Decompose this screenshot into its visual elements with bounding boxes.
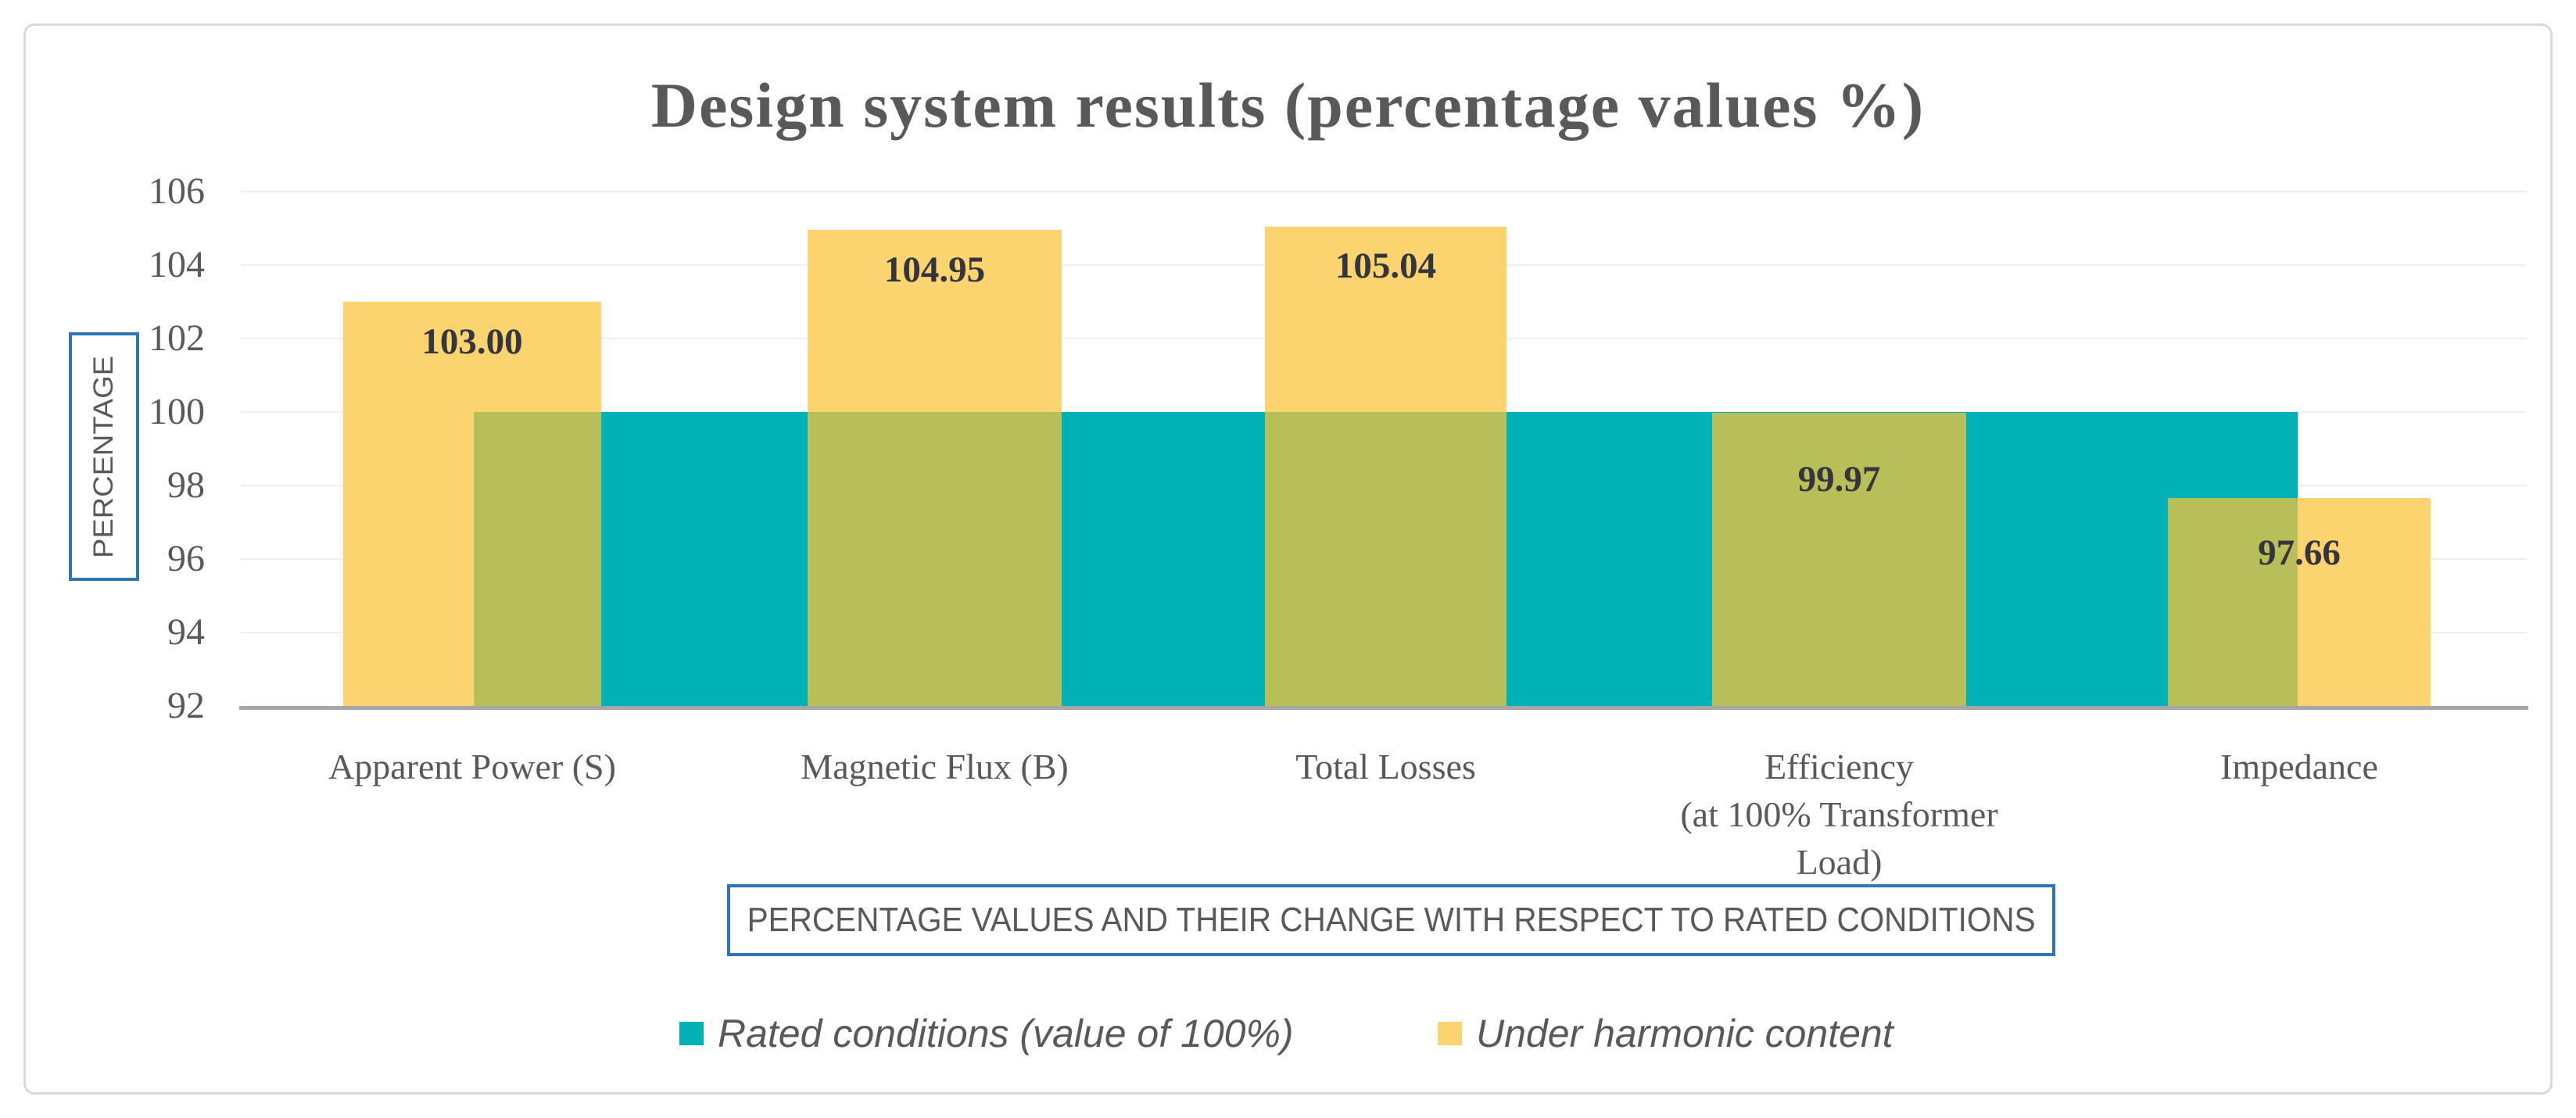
category-label: Magnetic Flux (B) xyxy=(801,747,1069,787)
y-axis-title: PERCENTAGE xyxy=(88,355,119,558)
y-tick-label: 94 xyxy=(167,611,205,653)
legend-label-under-harmonic: Under harmonic content xyxy=(1476,1012,1893,1055)
x-axis-title: PERCENTAGE VALUES AND THEIR CHANGE WITH … xyxy=(747,901,2036,939)
y-axis-title-box: PERCENTAGE xyxy=(69,332,139,581)
y-tick-label: 100 xyxy=(149,391,205,432)
legend-swatch-under-harmonic-icon xyxy=(1438,1022,1462,1045)
y-tick-label: 96 xyxy=(167,538,205,579)
data-label: 99.97 xyxy=(1797,459,1881,500)
y-tick-label: 98 xyxy=(167,464,205,506)
bar-overlap-region xyxy=(1265,412,1507,706)
bar-overlap-region xyxy=(474,412,601,706)
data-label: 97.66 xyxy=(2258,532,2341,573)
y-tick-label: 104 xyxy=(149,244,205,285)
category-label: Efficiency (at 100% Transformer Load) xyxy=(1680,747,1998,882)
y-tick-label: 92 xyxy=(167,685,205,726)
legend-label-rated-conditions: Rated conditions (value of 100%) xyxy=(718,1012,1294,1055)
bar-overlap-region xyxy=(2168,497,2298,706)
x-axis-line xyxy=(239,706,2528,710)
category-label: Apparent Power (S) xyxy=(328,747,616,787)
legend-entry-rated-conditions: Rated conditions (value of 100%) xyxy=(679,1010,1294,1057)
legend: Rated conditions (value of 100%) Under h… xyxy=(0,1010,2576,1057)
data-label: 103.00 xyxy=(421,321,523,362)
data-label: 104.95 xyxy=(883,249,986,291)
chart-title: Design system results (percentage values… xyxy=(650,70,1926,141)
y-tick-label: 102 xyxy=(149,317,205,359)
category-label: Impedance xyxy=(2220,747,2378,787)
legend-swatch-rated-conditions-icon xyxy=(679,1022,704,1045)
legend-entry-under-harmonic: Under harmonic content xyxy=(1438,1010,1893,1057)
gridline xyxy=(241,191,2527,192)
data-label: 105.04 xyxy=(1335,245,1437,287)
category-label: Total Losses xyxy=(1295,747,1476,787)
x-axis-title-box: PERCENTAGE VALUES AND THEIR CHANGE WITH … xyxy=(727,884,2055,956)
y-tick-label: 106 xyxy=(149,170,205,212)
bar-overlap-region xyxy=(1712,413,1966,706)
bar-overlap-region xyxy=(808,412,1062,706)
